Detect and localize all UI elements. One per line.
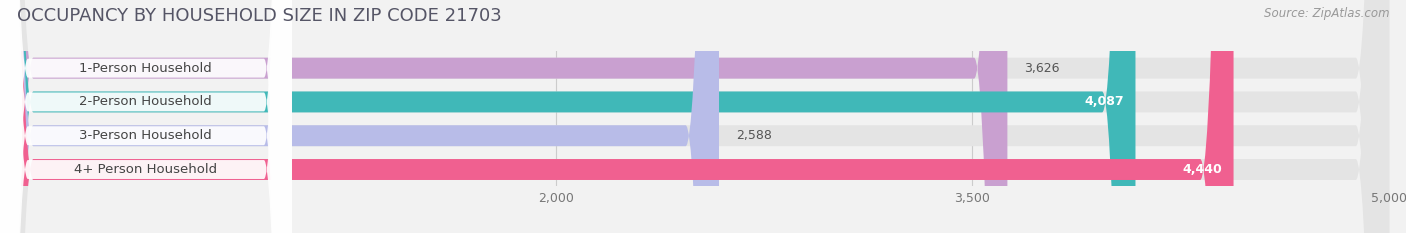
Text: Source: ZipAtlas.com: Source: ZipAtlas.com: [1264, 7, 1389, 20]
Text: 3,626: 3,626: [1024, 62, 1060, 75]
Text: OCCUPANCY BY HOUSEHOLD SIZE IN ZIP CODE 21703: OCCUPANCY BY HOUSEHOLD SIZE IN ZIP CODE …: [17, 7, 502, 25]
FancyBboxPatch shape: [0, 0, 291, 233]
Text: 4,087: 4,087: [1085, 96, 1125, 108]
FancyBboxPatch shape: [0, 0, 291, 233]
FancyBboxPatch shape: [0, 0, 291, 233]
Text: 3-Person Household: 3-Person Household: [80, 129, 212, 142]
Text: 1-Person Household: 1-Person Household: [80, 62, 212, 75]
Text: 4,440: 4,440: [1182, 163, 1222, 176]
FancyBboxPatch shape: [0, 0, 718, 233]
Text: 4+ Person Household: 4+ Person Household: [75, 163, 218, 176]
FancyBboxPatch shape: [0, 0, 291, 233]
FancyBboxPatch shape: [0, 0, 1007, 233]
Text: 2,588: 2,588: [735, 129, 772, 142]
Text: 2-Person Household: 2-Person Household: [80, 96, 212, 108]
FancyBboxPatch shape: [0, 0, 1136, 233]
FancyBboxPatch shape: [0, 0, 1233, 233]
